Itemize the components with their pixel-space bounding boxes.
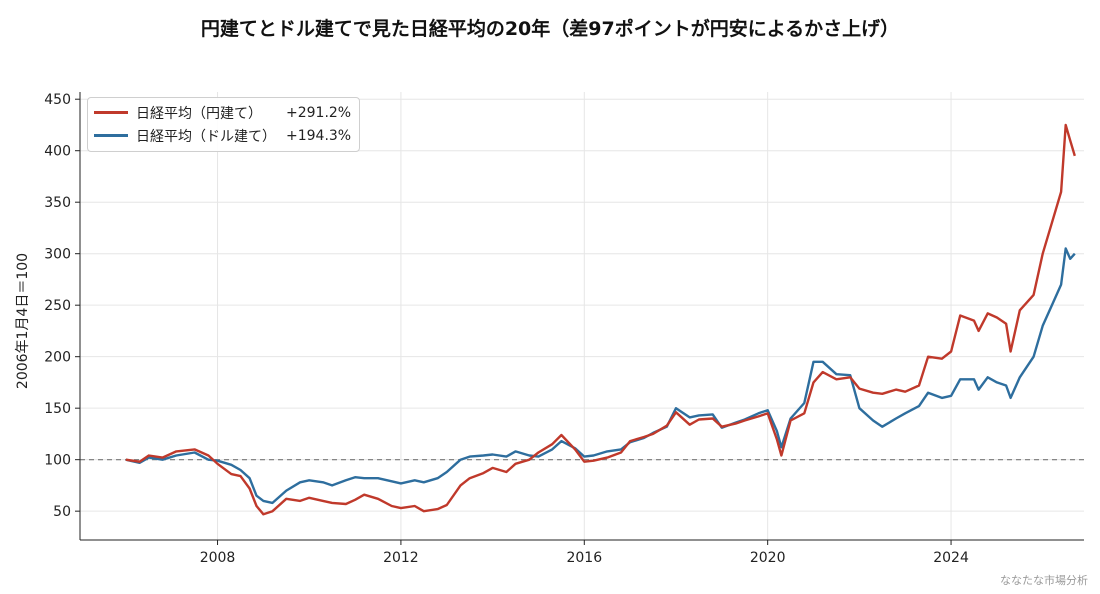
legend-value-usd: +194.3% [286, 127, 352, 144]
x-tick-label-2024: 2024 [933, 550, 969, 566]
y-tick-label-300: 300 [44, 247, 71, 263]
y-tick-label-200: 200 [44, 350, 71, 366]
y-axis-label: 2006年1月4日＝100 [15, 253, 31, 389]
x-tick-label-2020: 2020 [750, 550, 786, 566]
y-tick-label-450: 450 [44, 92, 71, 108]
credit-text: ななたな市場分析 [1000, 574, 1088, 587]
y-tick-label-50: 50 [53, 504, 71, 520]
x-axis-ticks: 2008 2012 2016 2020 2024 [200, 540, 969, 566]
legend-swatch-usd [94, 134, 128, 137]
y-tick-label-250: 250 [44, 298, 71, 314]
legend-label-yen: 日経平均（円建て） [136, 105, 262, 122]
y-axis-ticks: 50 100 150 200 250 300 350 400 450 [44, 92, 80, 520]
legend-item-yen: 日経平均（円建て） +291.2% [94, 101, 351, 124]
legend-swatch-yen [94, 111, 128, 114]
y-tick-label-400: 400 [44, 144, 71, 160]
axes [79, 92, 1084, 541]
series-group [125, 123, 1076, 516]
x-tick-label-2016: 2016 [566, 550, 602, 566]
y-tick-label-350: 350 [44, 195, 71, 211]
chart-title: 円建てとドル建てで見た日経平均の20年（差97ポイントが円安によるかさ上げ） [200, 18, 900, 40]
y-tick-label-150: 150 [44, 401, 71, 417]
x-tick-label-2012: 2012 [383, 550, 419, 566]
x-tick-label-2008: 2008 [200, 550, 236, 566]
legend: 日経平均（円建て） +291.2% 日経平均（ドル建て） +194.3% [87, 97, 361, 152]
y-tick-label-100: 100 [44, 453, 71, 469]
series-line-yen [125, 123, 1076, 516]
legend-value-yen: +291.2% [286, 104, 352, 121]
series-line-usd [125, 247, 1076, 505]
legend-label-usd: 日経平均（ドル建て） [136, 128, 276, 145]
legend-item-usd: 日経平均（ドル建て） +194.3% [94, 124, 351, 147]
